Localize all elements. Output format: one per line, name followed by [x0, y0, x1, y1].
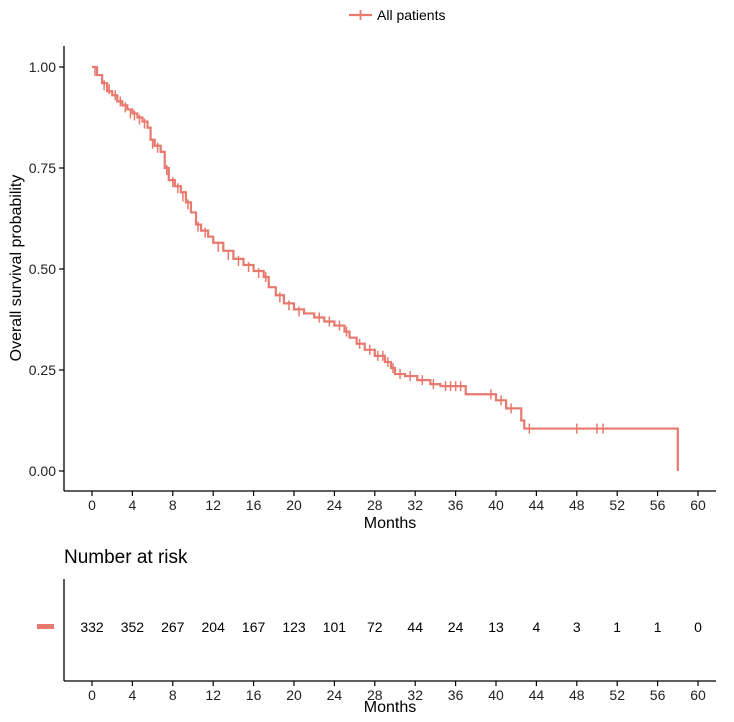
risk-x-tick-label: 36 [448, 687, 464, 703]
x-tick-label: 20 [286, 497, 302, 513]
x-tick-label: 8 [169, 497, 177, 513]
legend-label: All patients [377, 7, 445, 23]
risk-x-tick-label: 28 [367, 687, 383, 703]
censor-marks [94, 66, 604, 434]
x-tick-label: 4 [129, 497, 137, 513]
x-tick-label: 52 [609, 497, 625, 513]
risk-count: 0 [694, 619, 702, 635]
y-tick-label: 0.00 [29, 463, 56, 479]
x-axis-ticks: 0 4 8 12 16 20 24 28 32 36 40 44 48 52 56 60 [88, 491, 706, 513]
risk-count: 352 [121, 619, 145, 635]
x-tick-label: 12 [205, 497, 221, 513]
risk-count: 167 [242, 619, 266, 635]
y-tick-label: 0.75 [29, 160, 56, 176]
risk-table-title: Number at risk [64, 547, 188, 568]
y-tick-label: 0.50 [29, 261, 56, 277]
x-tick-label: 60 [690, 497, 706, 513]
x-axis-title: Months [364, 515, 416, 532]
risk-x-tick-label: 4 [129, 687, 137, 703]
risk-count: 332 [80, 619, 104, 635]
risk-x-tick-label: 48 [569, 687, 585, 703]
y-tick-label: 1.00 [29, 59, 56, 75]
risk-count: 123 [282, 619, 306, 635]
risk-strata-swatch [37, 624, 54, 629]
risk-count: 101 [323, 619, 347, 635]
risk-count: 13 [488, 619, 504, 635]
x-tick-label: 48 [569, 497, 585, 513]
legend: All patients [349, 7, 445, 23]
risk-count: 44 [407, 619, 423, 635]
risk-x-tick-label: 52 [609, 687, 625, 703]
risk-x-tick-label: 32 [407, 687, 423, 703]
risk-x-tick-label: 24 [327, 687, 343, 703]
risk-count: 72 [367, 619, 383, 635]
risk-count: 24 [448, 619, 464, 635]
risk-count: 3 [573, 619, 581, 635]
risk-x-tick-label: 0 [88, 687, 96, 703]
risk-x-tick-label: 56 [650, 687, 666, 703]
survival-curve-group [92, 65, 679, 471]
y-tick-label: 0.25 [29, 362, 56, 378]
x-tick-label: 28 [367, 497, 383, 513]
risk-count: 1 [654, 619, 662, 635]
x-tick-label: 32 [407, 497, 423, 513]
risk-x-tick-label: 20 [286, 687, 302, 703]
risk-count: 4 [533, 619, 541, 635]
x-tick-label: 44 [529, 497, 545, 513]
risk-count: 267 [161, 619, 185, 635]
risk-count: 1 [613, 619, 621, 635]
risk-x-tick-label: 12 [205, 687, 221, 703]
survival-curve [92, 65, 679, 471]
risk-x-tick-label: 40 [488, 687, 504, 703]
x-tick-label: 16 [246, 497, 262, 513]
risk-x-tick-label: 16 [246, 687, 262, 703]
x-tick-label: 36 [448, 497, 464, 513]
y-axis-title: Overall survival probability [8, 175, 25, 362]
x-tick-label: 0 [88, 497, 96, 513]
risk-count: 204 [202, 619, 226, 635]
x-tick-label: 24 [327, 497, 343, 513]
risk-x-axis-title: Months [364, 699, 416, 716]
risk-counts: 332 352 267 204 167 123 101 72 44 24 13 4 3 1 1 0 [80, 619, 702, 635]
risk-x-tick-label: 8 [169, 687, 177, 703]
risk-x-tick-label: 44 [529, 687, 545, 703]
risk-x-axis-ticks: 0 4 8 12 16 20 24 28 32 36 40 44 48 52 56 60 [88, 681, 706, 703]
risk-x-tick-label: 60 [690, 687, 706, 703]
x-tick-label: 40 [488, 497, 504, 513]
y-axis-ticks: 0.00 0.25 0.50 0.75 1.00 [29, 59, 64, 479]
x-tick-label: 56 [650, 497, 666, 513]
